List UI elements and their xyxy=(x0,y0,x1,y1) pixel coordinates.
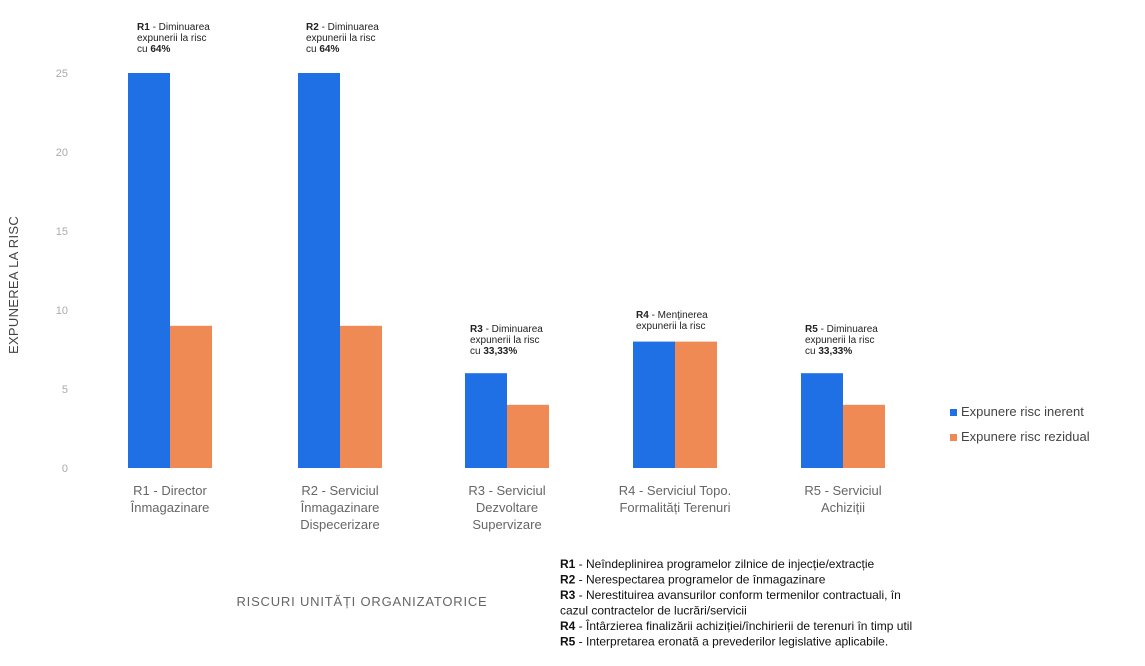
note-line: R2 - Nerespectarea programelor de înmaga… xyxy=(560,573,826,587)
annotation-r2: R2 - Diminuarea expunerii la risc cu 64% xyxy=(306,22,379,55)
bars xyxy=(128,73,885,468)
legend-label-rezidual: Expunere risc rezidual xyxy=(961,429,1090,444)
annotation-r1: R1 - Diminuarea expunerii la risc cu 64% xyxy=(137,22,210,55)
bar-inerent-5 xyxy=(801,373,843,468)
risk-notes: R1 - Neîndeplinirea programelor zilnice … xyxy=(560,557,912,649)
x-tick-label: R1 - Director Înmagazinare xyxy=(130,483,210,515)
bar-rezidual-4 xyxy=(675,341,717,468)
note-line: R4 - Întârzierea finalizării achiziției/… xyxy=(560,618,912,633)
y-axis-ticks: 0 5 10 15 20 25 xyxy=(56,68,68,475)
annotation-r5: R5 - Diminuarea expunerii la risc cu 33,33… xyxy=(805,324,878,357)
legend-label-inerent: Expunere risc inerent xyxy=(961,404,1084,419)
legend: Expunere risc inerent Expunere risc rezid… xyxy=(950,404,1090,444)
x-axis-ticks: R1 - Director Înmagazinare R2 - Serviciul Î… xyxy=(130,483,882,532)
x-tick-label: R5 - Serviciul Achiziții xyxy=(804,483,881,515)
y-tick-label: 25 xyxy=(56,68,68,80)
note-line: cazul contractelor de lucrări/servicii xyxy=(560,604,747,618)
annotation-r3: R3 - Diminuarea expunerii la risc cu 33,33… xyxy=(470,324,543,357)
note-line: R1 - Neîndeplinirea programelor zilnice … xyxy=(560,557,874,571)
annotation-r4: R4 - Menținerea expunerii la risc xyxy=(636,310,708,332)
x-tick-label: R4 - Serviciul Topo. Formalități Terenuri xyxy=(619,483,731,515)
y-tick-label: 10 xyxy=(56,305,68,317)
x-axis-label: RISCURI UNITĂȚI ORGANIZATORICE xyxy=(236,594,487,609)
note-line: R5 - Interpretarea eronată a prevederilo… xyxy=(560,635,888,649)
bar-annotations: R1 - Diminuarea expunerii la risc cu 64% R2… xyxy=(137,22,878,357)
bar-rezidual-2 xyxy=(340,325,382,468)
bar-inerent-4 xyxy=(633,341,675,468)
bar-rezidual-3 xyxy=(507,404,549,468)
x-tick-label: R2 - Serviciul Înmagazinare Dispecerizare xyxy=(300,483,380,532)
bar-inerent-3 xyxy=(465,373,507,468)
legend-swatch-inerent xyxy=(950,409,957,416)
y-tick-label: 5 xyxy=(62,384,68,396)
legend-swatch-rezidual xyxy=(950,434,957,441)
note-line: R3 - Nerestituirea avansurilor conform t… xyxy=(560,588,901,602)
bar-rezidual-1 xyxy=(170,325,212,468)
bar-rezidual-5 xyxy=(843,404,885,468)
x-tick-label: R3 - Serviciul Dezvoltare Supervizare xyxy=(468,483,545,532)
y-tick-label: 0 xyxy=(62,463,68,475)
bar-inerent-2 xyxy=(298,73,340,468)
y-axis-label: EXPUNEREA LA RISC xyxy=(6,216,21,354)
bar-inerent-1 xyxy=(128,73,170,468)
y-tick-label: 15 xyxy=(56,226,68,238)
y-tick-label: 20 xyxy=(56,147,68,159)
